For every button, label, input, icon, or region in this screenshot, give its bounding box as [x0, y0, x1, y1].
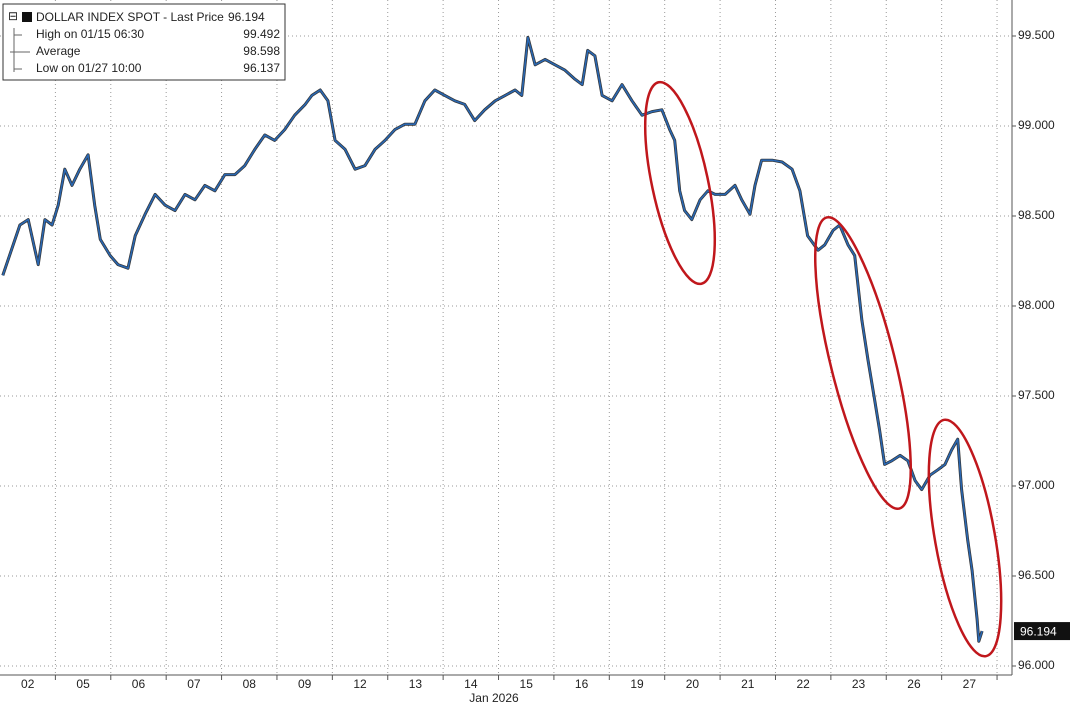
y-tick-label: 96.500 [1018, 568, 1055, 582]
y-tick-label: 96.000 [1018, 658, 1055, 672]
x-tick-label: 21 [741, 677, 755, 691]
x-tick-label: 19 [630, 677, 644, 691]
x-tick-label: 07 [187, 677, 201, 691]
x-tick-label: 13 [409, 677, 423, 691]
y-tick-label: 98.500 [1018, 208, 1055, 222]
highlight-ellipse [643, 80, 717, 286]
legend: ⊟ DOLLAR INDEX SPOT - Last Price 96.194 … [2, 3, 286, 81]
x-tick-label: 16 [575, 677, 589, 691]
x-tick-label: 27 [963, 677, 977, 691]
x-tick-label: 14 [464, 677, 478, 691]
y-tick-label: 97.000 [1018, 478, 1055, 492]
annotations [643, 80, 1003, 658]
highlight-ellipse [813, 215, 913, 511]
legend-row-value: 96.137 [243, 61, 280, 75]
x-tick-label: 02 [21, 677, 35, 691]
x-tick-label: 15 [520, 677, 534, 691]
legend-row-label: High on 01/15 06:30 [36, 27, 144, 41]
y-tick-label: 99.500 [1018, 28, 1055, 42]
highlight-ellipse [927, 418, 1003, 658]
x-tick-label: 06 [132, 677, 146, 691]
x-tick-label: 23 [852, 677, 866, 691]
legend-icon: ⊟ [8, 9, 18, 23]
series [1, 35, 984, 643]
last-price-badge [1014, 622, 1070, 641]
x-axis-title: Jan 2026 [469, 691, 519, 705]
series-line [2, 36, 983, 643]
x-tick-label: 09 [298, 677, 312, 691]
x-tick-label: 20 [686, 677, 700, 691]
y-tick-label: 97.500 [1018, 388, 1055, 402]
legend-series-label: DOLLAR INDEX SPOT - Last Price [36, 10, 224, 24]
legend-connector [10, 28, 30, 72]
legend-box [2, 3, 286, 81]
y-tick-label: 99.000 [1018, 118, 1055, 132]
legend-row-label: Low on 01/27 10:00 [36, 61, 142, 75]
x-tick-label: 22 [796, 677, 810, 691]
last-price-label: 96.194 [1020, 624, 1057, 638]
legend-last-price: 96.194 [228, 10, 265, 24]
x-tick-label: 08 [243, 677, 257, 691]
legend-row-label: Average [36, 44, 81, 58]
x-tick-label: 26 [907, 677, 921, 691]
x-tick-label: 05 [76, 677, 90, 691]
legend-row-value: 98.598 [243, 44, 280, 58]
x-tick-label: 12 [353, 677, 367, 691]
y-tick-label: 98.000 [1018, 298, 1055, 312]
legend-row-value: 99.492 [243, 27, 280, 41]
legend-swatch [22, 12, 32, 22]
